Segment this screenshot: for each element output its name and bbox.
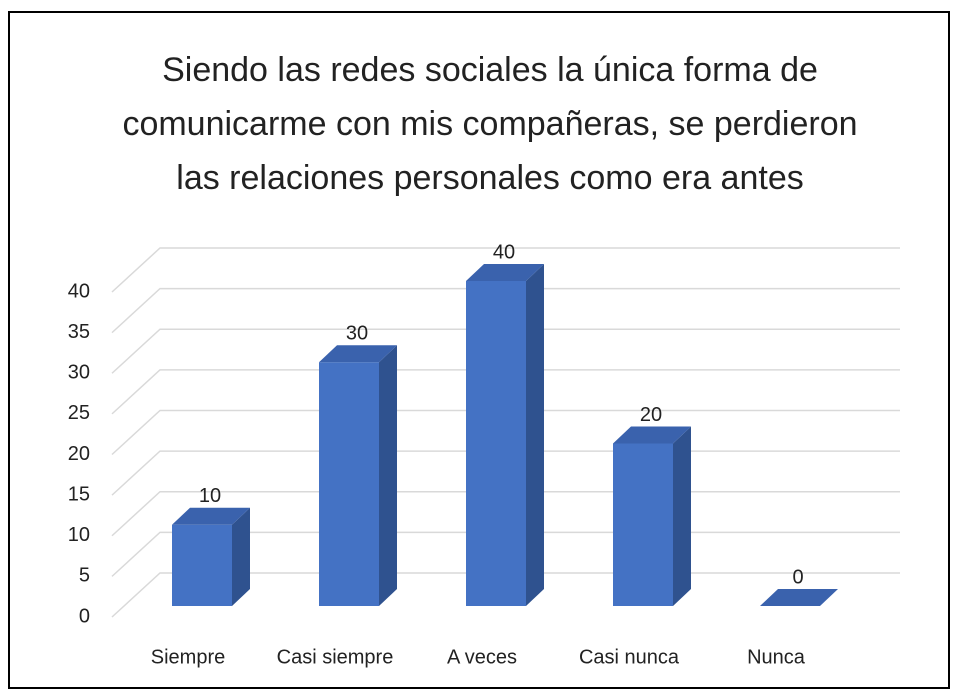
x-tick-label: A veces bbox=[447, 646, 517, 668]
y-tick-label: 15 bbox=[68, 483, 90, 505]
y-tick-label: 10 bbox=[68, 524, 90, 546]
y-tick-label: 5 bbox=[79, 565, 90, 587]
chart-title: Siendo las redes sociales la única forma… bbox=[162, 51, 818, 89]
y-tick-label: 40 bbox=[68, 280, 90, 302]
value-label: 20 bbox=[640, 404, 662, 426]
bar bbox=[172, 524, 232, 606]
bar-top bbox=[760, 589, 838, 606]
bar-side bbox=[379, 345, 397, 606]
grid-line bbox=[111, 247, 900, 293]
y-tick-label: 35 bbox=[68, 321, 90, 343]
y-tick-label: 0 bbox=[79, 605, 90, 627]
x-tick-label: Siempre bbox=[151, 646, 225, 668]
bar-top bbox=[466, 264, 544, 281]
grid-line bbox=[111, 369, 900, 415]
bar bbox=[319, 362, 379, 606]
value-label: 0 bbox=[792, 566, 803, 588]
grid-line bbox=[111, 287, 900, 334]
y-tick-label: 25 bbox=[68, 402, 90, 424]
bar bbox=[466, 281, 526, 606]
bar-top bbox=[172, 507, 250, 525]
bar-side bbox=[232, 507, 250, 606]
value-label: 30 bbox=[346, 323, 368, 345]
x-tick-label: Nunca bbox=[747, 646, 806, 668]
x-tick-label: Casi siempre bbox=[277, 646, 394, 668]
value-label: 10 bbox=[199, 485, 221, 507]
chart-title: comunicarme con mis compañeras, se perdi… bbox=[122, 105, 857, 143]
bar bbox=[613, 443, 673, 606]
y-tick-label: 20 bbox=[68, 443, 90, 465]
chart-title: las relaciones personales como era antes bbox=[176, 159, 803, 197]
grid-line bbox=[111, 409, 900, 456]
bar-top bbox=[319, 345, 397, 363]
x-tick-label: Casi nunca bbox=[579, 646, 680, 668]
value-label: 40 bbox=[493, 241, 515, 263]
bar-side bbox=[673, 426, 691, 606]
y-tick-label: 30 bbox=[68, 362, 90, 384]
grid-line bbox=[111, 328, 900, 374]
bar-side bbox=[526, 264, 544, 606]
bar-top bbox=[613, 426, 691, 444]
